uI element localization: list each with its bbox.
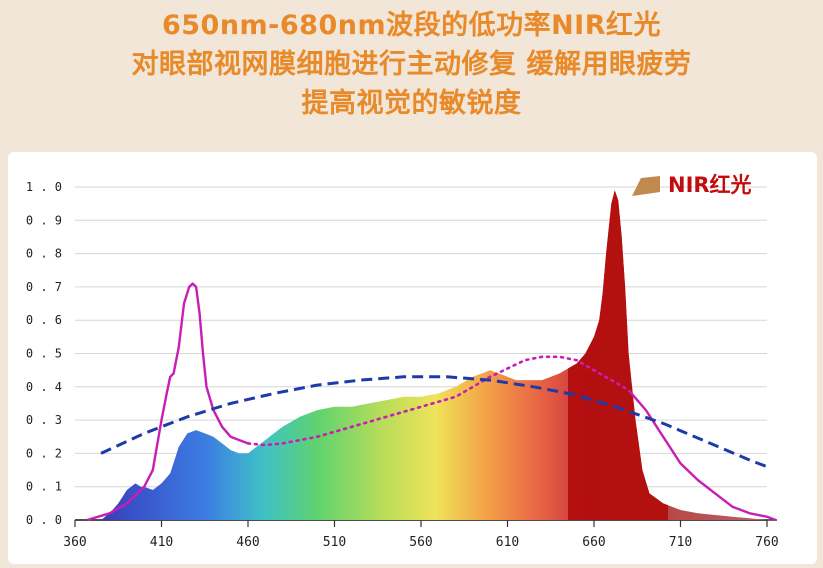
- blue-dashed-curve: [100, 375, 768, 469]
- x-tick-label: 710: [669, 535, 692, 550]
- chart-panel: 0 . 0 0 . 1 0 . 2 0 . 3 0 . 4 0 . 5 0 . 6 0 . 7…: [8, 152, 817, 564]
- y-tick-label: 0 . 7: [26, 280, 62, 294]
- magenta-curve-left: [86, 282, 249, 522]
- headline-line-3: 提高视觉的敏锐度: [301, 88, 522, 119]
- annotation-arrow-icon: [632, 176, 660, 196]
- nir-peak-area: [568, 190, 668, 520]
- y-tick-label: 0 . 1: [26, 480, 62, 494]
- x-tick-label: 460: [236, 535, 259, 550]
- x-tick-label: 410: [150, 535, 173, 550]
- headline: 650nm-680nm波段的低功率NIR红光 对眼部视网膜细胞进行主动修复 缓解…: [0, 6, 823, 123]
- magenta-curve-dotted: [246, 355, 630, 447]
- y-tick-label: 0 . 2: [26, 446, 62, 460]
- headline-line-2: 对眼部视网膜细胞进行主动修复 缓解用眼疲劳: [131, 49, 692, 80]
- magenta-curve-right: [627, 389, 777, 522]
- y-tick-label: 0 . 0: [26, 513, 62, 527]
- y-tick-label: 0 . 3: [26, 413, 62, 427]
- x-tick-label: 660: [582, 535, 605, 550]
- y-tick-label: 0 . 6: [26, 313, 62, 327]
- x-tick-label: 560: [409, 535, 432, 550]
- x-tick-label: 760: [755, 535, 778, 550]
- x-tick-label: 360: [63, 535, 86, 550]
- headline-line-1: 650nm-680nm波段的低功率NIR红光: [161, 10, 662, 41]
- y-tick-label: 0 . 4: [26, 380, 62, 394]
- x-tick-label: 510: [323, 535, 346, 550]
- y-tick-label: 1 . 0: [26, 180, 62, 194]
- nir-annotation-label: NIR红光: [668, 173, 752, 197]
- y-tick-label: 0 . 8: [26, 247, 62, 261]
- y-tick-label: 0 . 9: [26, 213, 62, 227]
- y-tick-label: 0 . 5: [26, 347, 62, 361]
- spectrum-chart: 0 . 0 0 . 1 0 . 2 0 . 3 0 . 4 0 . 5 0 . 6 0 . 7…: [26, 173, 785, 550]
- x-tick-label: 610: [496, 535, 519, 550]
